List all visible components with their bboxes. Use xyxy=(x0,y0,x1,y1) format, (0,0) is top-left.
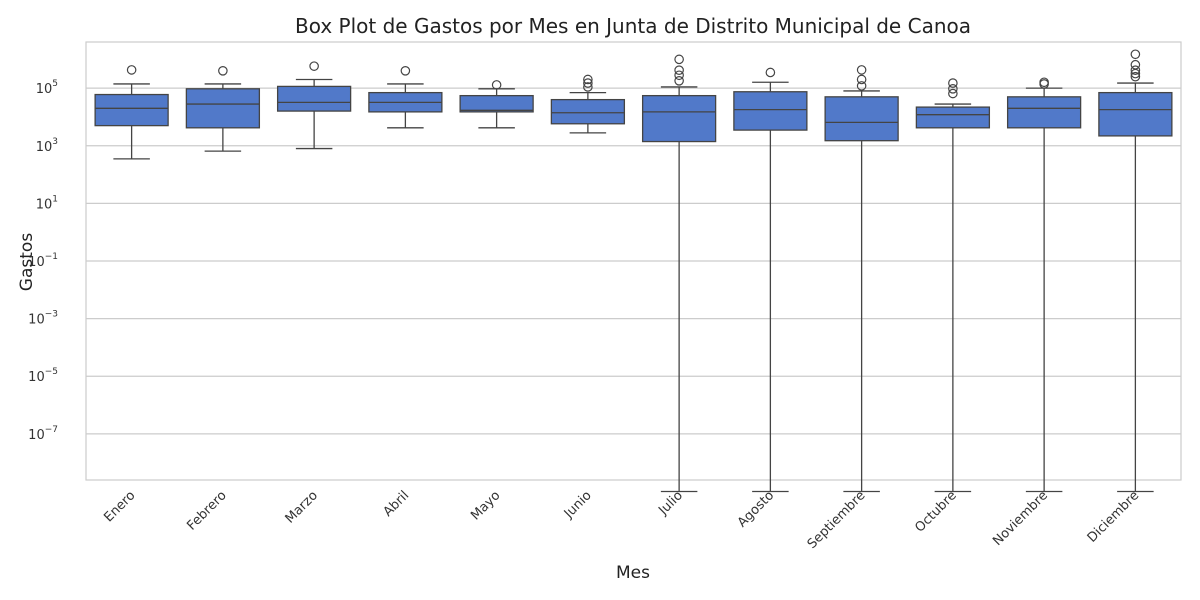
y-tick-label: 103 xyxy=(36,137,58,155)
x-tick-label: Noviembre xyxy=(990,488,1051,549)
outlier-point xyxy=(1130,65,1141,75)
iqr-box xyxy=(459,94,534,113)
outlier-point xyxy=(583,74,593,85)
box-septiembre xyxy=(824,65,899,493)
y-tick-label: 105 xyxy=(36,79,58,97)
outlier-point xyxy=(948,88,958,99)
y-tick-label: 10−5 xyxy=(28,367,58,385)
y-tick-label: 101 xyxy=(36,194,58,212)
outlier-point xyxy=(765,67,776,78)
box-mayo xyxy=(459,80,534,129)
outlier-point xyxy=(583,82,593,92)
x-tick-label: Enero xyxy=(101,488,138,525)
box-enero xyxy=(94,65,169,160)
grid-lines xyxy=(86,87,1181,435)
box-diciembre xyxy=(1098,49,1173,493)
box-marzo xyxy=(276,61,352,150)
outlier-point xyxy=(218,66,228,76)
outlier-point xyxy=(674,54,684,65)
box-junio xyxy=(550,74,626,134)
outlier-point xyxy=(1039,77,1049,88)
y-tick-label: 10−7 xyxy=(28,425,58,443)
iqr-box xyxy=(94,93,169,127)
x-tick-label: Marzo xyxy=(283,488,321,526)
iqr-box xyxy=(1098,91,1173,137)
x-tick-label: Junio xyxy=(561,488,595,522)
y-tick-label: 10−3 xyxy=(28,310,58,328)
iqr-box xyxy=(550,98,626,125)
iqr-box xyxy=(1006,96,1082,129)
iqr-box xyxy=(915,106,991,129)
box-agosto xyxy=(733,67,808,493)
outlier-point xyxy=(674,65,684,75)
box-series xyxy=(94,49,1173,493)
x-axis-label: Mes xyxy=(616,563,650,583)
y-tick-labels: 105 103 101 10−1 10−3 10−5 10−7 xyxy=(28,79,58,443)
x-tick-label: Octubre xyxy=(912,488,959,535)
outlier-point xyxy=(674,75,684,86)
x-tick-label: Febrero xyxy=(184,488,229,533)
plot-frame xyxy=(85,41,1182,481)
box-abril xyxy=(368,66,443,129)
x-tick-label: Septiembre xyxy=(805,488,869,552)
outlier-point xyxy=(948,78,958,88)
outlier-point xyxy=(1130,49,1141,60)
outlier-point xyxy=(583,78,593,88)
outlier-point xyxy=(856,74,867,85)
iqr-box xyxy=(185,88,261,129)
x-tick-label: Mayo xyxy=(468,488,503,523)
x-tick-labels: Enero Febrero Marzo Abril Mayo Junio Julio Agos… xyxy=(101,488,1142,552)
outlier-point xyxy=(126,65,137,75)
outlier-point xyxy=(400,66,411,76)
outlier-point xyxy=(674,70,684,81)
x-tick-label: Abril xyxy=(381,488,413,520)
iqr-box xyxy=(276,85,352,112)
y-axis-label: Gastos xyxy=(17,233,37,292)
x-tick-label: Diciembre xyxy=(1085,488,1143,546)
x-tick-label: Agosto xyxy=(735,488,777,530)
box-julio xyxy=(641,54,717,493)
outlier-point xyxy=(856,65,867,75)
outlier-point xyxy=(1130,71,1141,82)
outlier-point xyxy=(1130,59,1141,70)
x-tick-label: Julio xyxy=(655,488,686,519)
iqr-box xyxy=(641,94,717,143)
outlier-point xyxy=(491,80,502,90)
iqr-box xyxy=(824,96,899,142)
outlier-point xyxy=(856,81,867,91)
chart-title: Box Plot de Gastos por Mes en Junta de D… xyxy=(295,14,971,38)
outlier-point xyxy=(309,61,319,71)
box-febrero xyxy=(185,66,261,152)
box-octubre xyxy=(915,78,991,493)
box-noviembre xyxy=(1006,77,1082,493)
outlier-point xyxy=(948,83,958,94)
y-tick-label: 10−1 xyxy=(28,252,58,270)
iqr-box xyxy=(733,91,808,131)
